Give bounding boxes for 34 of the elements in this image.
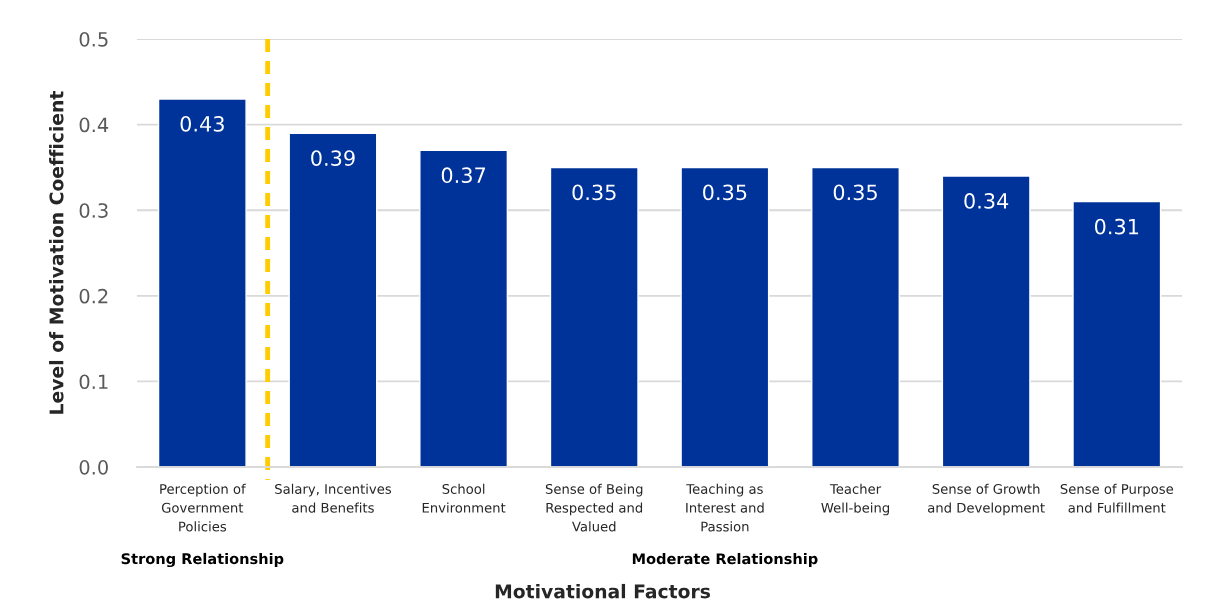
bar [549,166,639,468]
y-tick-label: 0.4 [79,117,109,133]
data-label: 0.35 [833,184,877,201]
bar [419,149,509,468]
x-tick-label: Sense of Purpose and Fulfillment [1060,483,1174,513]
bar [288,132,378,468]
x-tick-label: Teaching as Interest and Passion [686,483,764,532]
text: Moderate Relationship [632,552,818,568]
data-label: 0.34 [964,193,1009,209]
x-tick-label: School Environment [422,483,506,513]
y-axis-title: Level of Motivation Coefficient [49,91,64,414]
data-label: 0.37 [441,167,486,184]
y-tick-label: 0.1 [79,374,108,390]
x-tick-label: Sense of Growth and Development [928,483,1045,516]
x-tick-label: Salary, Incentives and Benefits [275,483,392,513]
y-tick-label: 0.2 [79,288,108,304]
bar [811,166,900,468]
y-tick-label: 0.5 [79,31,108,47]
data-label: 0.35 [703,184,747,201]
data-label: 0.43 [180,115,224,132]
bar [680,166,770,468]
x-tick-label: Perception of Government Policies [160,483,246,532]
text: Strong Relationship [121,552,284,568]
bar [157,98,247,468]
bar [941,175,1031,468]
data-label: 0.39 [311,150,355,166]
x-tick-label: Teacher Well-being [821,483,889,516]
data-label: 0.35 [572,184,616,201]
x-axis-title: Motivational Factors [495,583,710,599]
data-label: 0.31 [1094,218,1139,235]
y-tick-label: 0.3 [79,203,108,218]
y-tick-label: 0.0 [79,460,108,475]
x-tick-label: Sense of Being Respected and Valued [545,483,643,532]
bar [1072,200,1162,468]
